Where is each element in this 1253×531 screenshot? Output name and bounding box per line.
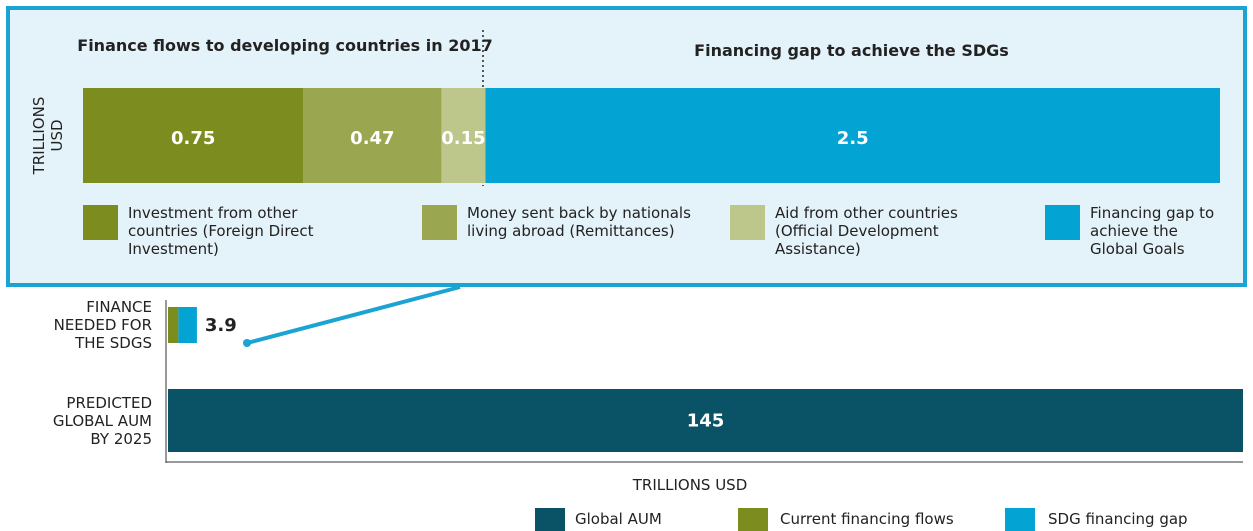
bar-segment	[303, 88, 442, 183]
legend-label: SDG financing gap	[1048, 510, 1188, 528]
data-label: 0.75	[171, 128, 215, 149]
section-title: Financing gap to achieve the SDGs	[694, 41, 1009, 60]
data-label: 0.47	[350, 128, 394, 149]
data-label: 145	[687, 411, 725, 432]
bar-segment	[178, 307, 197, 343]
data-label: 2.5	[837, 128, 869, 149]
legend-swatch	[535, 508, 565, 531]
bar-segment	[441, 88, 486, 183]
y-axis-label: TRILLIONS USD	[30, 96, 66, 175]
legend-swatch	[422, 205, 457, 240]
legend-label: Current financing flows	[780, 510, 954, 528]
category-label: PREDICTED GLOBAL AUM BY 2025	[52, 393, 152, 448]
bar-segment	[168, 389, 1243, 452]
legend-swatch	[738, 508, 768, 531]
category-label: FINANCE NEEDED FOR THE SDGS	[53, 298, 152, 352]
data-label: 3.9	[205, 315, 237, 336]
legend-swatch	[730, 205, 765, 240]
connector	[246, 285, 461, 345]
bar-segment	[83, 88, 304, 183]
bar-segment	[168, 307, 179, 343]
legend-label: Global AUM	[575, 510, 662, 528]
legend-swatch	[1005, 508, 1035, 531]
data-label: 0.15	[441, 128, 485, 149]
bar-segment	[485, 88, 1220, 183]
legend-swatch	[1045, 205, 1080, 240]
section-title: Finance flows to developing countries in…	[77, 36, 493, 55]
connector-dot	[243, 339, 251, 347]
x-axis-label: TRILLIONS USD	[632, 476, 748, 494]
legend-label: Aid from other countries (Official Devel…	[775, 204, 958, 258]
legend-swatch	[83, 205, 118, 240]
legend-label: Financing gap to achieve the Global Goal…	[1090, 204, 1215, 258]
legend-label: Investment from other countries (Foreign…	[128, 204, 314, 258]
legend-label: Money sent back by nationals living abro…	[467, 204, 691, 240]
